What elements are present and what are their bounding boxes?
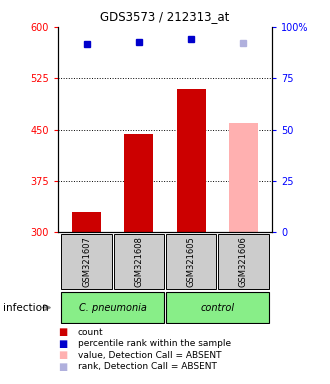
Bar [166, 233, 216, 290]
Text: count: count [78, 328, 103, 337]
Text: value, Detection Call = ABSENT: value, Detection Call = ABSENT [78, 351, 221, 360]
Text: C. pneumonia: C. pneumonia [79, 303, 147, 313]
Text: ■: ■ [58, 362, 67, 372]
Text: ■: ■ [58, 350, 67, 360]
Text: ■: ■ [58, 339, 67, 349]
Text: ■: ■ [58, 327, 67, 337]
Bar [114, 233, 164, 290]
Bar [61, 233, 112, 290]
Text: control: control [200, 303, 234, 313]
Bar [218, 233, 269, 290]
Text: GSM321606: GSM321606 [239, 236, 248, 287]
Bar [124, 134, 153, 232]
Bar [229, 123, 258, 232]
Bar [166, 292, 269, 323]
Bar [61, 292, 164, 323]
Text: GSM321608: GSM321608 [134, 236, 143, 287]
Text: infection: infection [3, 303, 49, 313]
Text: rank, Detection Call = ABSENT: rank, Detection Call = ABSENT [78, 362, 216, 371]
Bar [72, 212, 101, 232]
Bar [177, 88, 206, 232]
Text: percentile rank within the sample: percentile rank within the sample [78, 339, 231, 348]
Text: GSM321605: GSM321605 [187, 236, 196, 287]
Text: GDS3573 / 212313_at: GDS3573 / 212313_at [100, 10, 230, 23]
Text: GSM321607: GSM321607 [82, 236, 91, 287]
